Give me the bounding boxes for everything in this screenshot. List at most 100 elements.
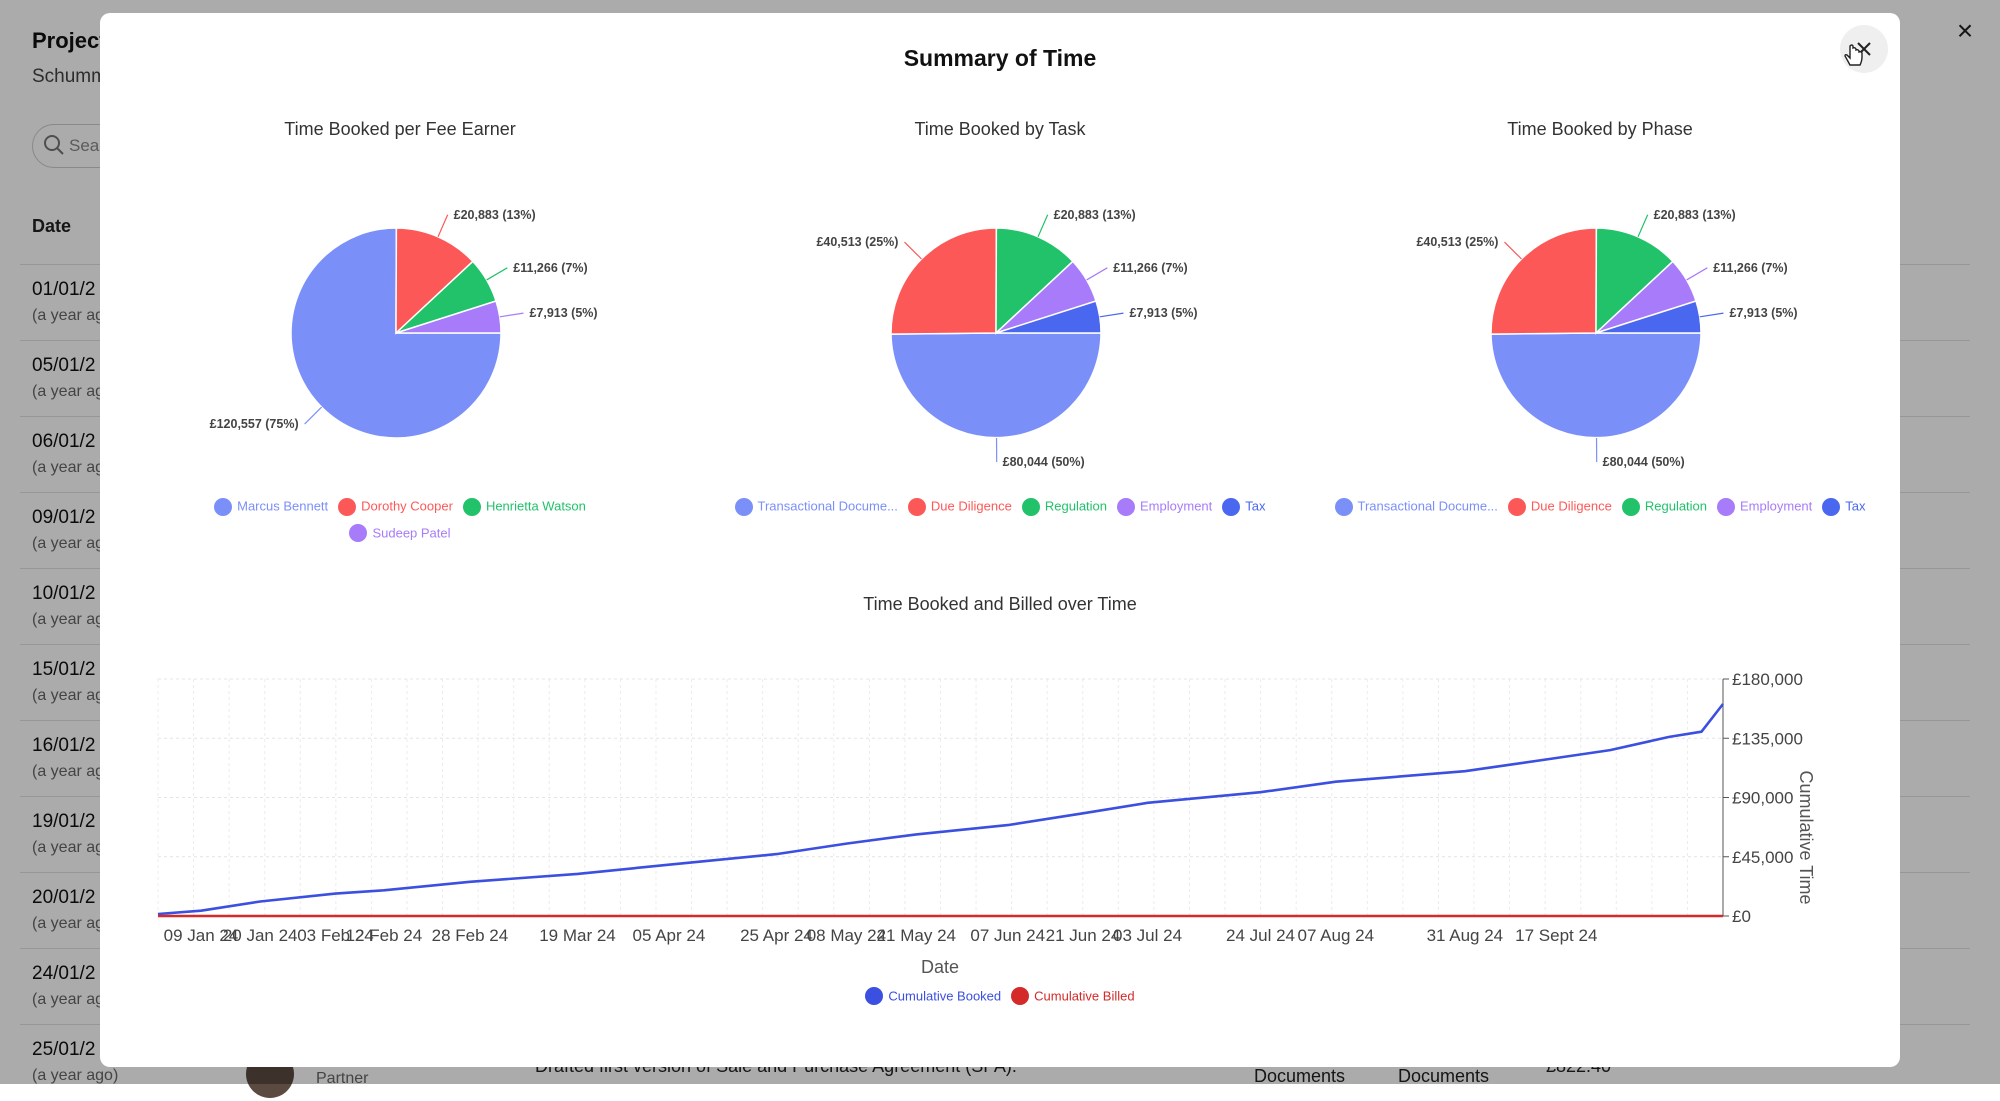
legend-dot-icon (214, 498, 232, 516)
slice-data-label: £20,883 (13%) (454, 208, 536, 222)
x-tick-label: 24 Jul 24 (1226, 926, 1295, 945)
y-tick-label: £90,000 (1732, 789, 1793, 808)
chart-title: Time Booked by Phase (1300, 119, 1900, 140)
slice-data-label: £7,913 (5%) (1729, 306, 1797, 320)
modal-title: Summary of Time (100, 45, 1900, 72)
x-tick-label: 05 Apr 24 (633, 926, 706, 945)
legend-label: Employment (1740, 499, 1812, 514)
slice-data-label: £11,266 (7%) (1113, 261, 1187, 275)
legend-label: Due Diligence (1531, 499, 1612, 514)
legend-dot-icon (1022, 498, 1040, 516)
pie-slice[interactable] (891, 333, 1101, 438)
label-leader-line (1038, 215, 1048, 237)
chart-title: Time Booked per Fee Earner (100, 119, 700, 140)
chart-legend: Transactional Docume... Due Diligence Regu… (700, 493, 1300, 520)
legend-item[interactable]: Due Diligence (908, 493, 1012, 520)
legend-item[interactable]: Sudeep Patel (349, 520, 450, 547)
label-leader-line (1087, 268, 1108, 280)
legend-item[interactable]: Cumulative Booked (865, 987, 1001, 1005)
legend-dot-icon (1622, 498, 1640, 516)
legend-item[interactable]: Cumulative Billed (1011, 987, 1134, 1005)
legend-label: Sudeep Patel (372, 525, 450, 540)
legend-item[interactable]: Employment (1117, 493, 1212, 520)
x-tick-label: 17 Sept 24 (1515, 926, 1597, 945)
legend-item[interactable]: Transactional Docume... (735, 493, 898, 520)
slice-data-label: £40,513 (25%) (1416, 235, 1498, 249)
legend-label: Cumulative Billed (1034, 989, 1134, 1004)
hand-cursor-icon (1842, 43, 1866, 71)
y-axis-label: Cumulative Time (1796, 770, 1816, 904)
slice-data-label: £80,044 (50%) (1603, 455, 1685, 469)
legend-label: Henrietta Watson (486, 499, 586, 514)
x-tick-label: 19 Mar 24 (539, 926, 616, 945)
label-leader-line (487, 268, 508, 280)
legend-label: Regulation (1645, 499, 1707, 514)
legend-dot-icon (338, 498, 356, 516)
x-tick-label: 31 Aug 24 (1427, 926, 1504, 945)
pie-svg: £80,044 (50%)£40,513 (25%)£20,883 (13%)£… (700, 163, 1300, 483)
slice-data-label: £7,913 (5%) (1129, 306, 1197, 320)
x-tick-label: 03 Jul 24 (1113, 926, 1182, 945)
label-leader-line (305, 407, 322, 424)
legend-label: Tax (1245, 499, 1265, 514)
pie-svg: £120,557 (75%) £20,883 (13%) £11,266 (7%) £… (100, 163, 700, 483)
legend-dot-icon (1011, 987, 1029, 1005)
legend-label: Employment (1140, 499, 1212, 514)
legend-label: Tax (1845, 499, 1865, 514)
chart-legend: Marcus Bennett Dorothy Cooper Henrietta Wa… (100, 493, 700, 546)
label-leader-line (1687, 268, 1708, 280)
x-tick-label: 12 Feb 24 (346, 926, 423, 945)
legend-item[interactable]: Regulation (1022, 493, 1107, 520)
legend-item[interactable]: Tax (1222, 493, 1265, 520)
label-leader-line (1638, 215, 1648, 237)
slice-data-label: £11,266 (7%) (513, 261, 587, 275)
legend-label: Transactional Docume... (1358, 499, 1498, 514)
legend-dot-icon (908, 498, 926, 516)
legend-dot-icon (349, 524, 367, 542)
legend-label: Marcus Bennett (237, 499, 328, 514)
label-leader-line (1700, 313, 1724, 317)
legend-item[interactable]: Employment (1717, 493, 1812, 520)
x-tick-label: 21 May 24 (877, 926, 956, 945)
legend-item[interactable]: Transactional Docume... (1335, 493, 1498, 520)
x-tick-label: 25 Apr 24 (740, 926, 813, 945)
slice-data-label: £11,266 (7%) (1713, 261, 1787, 275)
pie-chart-fee-earner: Time Booked per Fee Earner £120,557 (75%… (100, 103, 700, 563)
legend-item[interactable]: Due Diligence (1508, 493, 1612, 520)
slice-data-label: £7,913 (5%) (529, 306, 597, 320)
summary-modal: Summary of Time Time Booked per Fee Earn… (100, 13, 1900, 1067)
label-leader-line (438, 215, 448, 237)
label-leader-line (1100, 313, 1124, 317)
legend-dot-icon (463, 498, 481, 516)
label-leader-line (1504, 242, 1521, 259)
legend-item[interactable]: Marcus Bennett (214, 493, 328, 520)
x-tick-label: 08 May 24 (807, 926, 886, 945)
pie-slice[interactable] (1491, 333, 1701, 438)
legend-item[interactable]: Dorothy Cooper (338, 493, 453, 520)
legend-item[interactable]: Regulation (1622, 493, 1707, 520)
x-tick-label: 07 Aug 24 (1297, 926, 1374, 945)
pie-chart-phase: Time Booked by Phase £80,044 (50%) £40,51… (1300, 103, 1900, 563)
legend-item[interactable]: Henrietta Watson (463, 493, 586, 520)
legend-dot-icon (735, 498, 753, 516)
slice-data-label: £120,557 (75%) (210, 417, 299, 431)
pie-svg: £80,044 (50%)£40,513 (25%)£20,883 (13%)£… (1300, 163, 1900, 483)
line-chart-title: Time Booked and Billed over Time (100, 594, 1900, 615)
x-axis-label: Date (921, 957, 959, 973)
chart-title: Time Booked by Task (700, 119, 1300, 140)
legend-dot-icon (1717, 498, 1735, 516)
label-leader-line (500, 313, 524, 317)
line-chart-legend: Cumulative Booked Cumulative Billed (100, 987, 1900, 1005)
slice-data-label: £40,513 (25%) (816, 235, 898, 249)
legend-dot-icon (1822, 498, 1840, 516)
legend-dot-icon (1117, 498, 1135, 516)
legend-dot-icon (865, 987, 883, 1005)
x-tick-label: 21 Jun 24 (1046, 926, 1121, 945)
legend-dot-icon (1222, 498, 1240, 516)
pie-chart-task: Time Booked by Task £80,044 (50%)£40,513… (700, 103, 1300, 563)
legend-label: Regulation (1045, 499, 1107, 514)
y-tick-label: £135,000 (1732, 729, 1803, 748)
legend-item[interactable]: Tax (1822, 493, 1865, 520)
legend-label: Cumulative Booked (888, 989, 1001, 1004)
y-tick-label: £180,000 (1732, 670, 1803, 689)
